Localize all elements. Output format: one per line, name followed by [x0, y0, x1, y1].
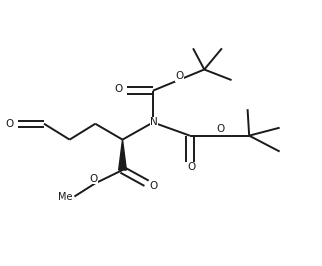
Text: Me: Me [58, 192, 72, 202]
Text: O: O [175, 71, 184, 81]
Text: O: O [90, 173, 98, 184]
Text: O: O [5, 119, 14, 129]
Polygon shape [119, 140, 126, 170]
Text: O: O [114, 84, 122, 94]
Text: O: O [149, 181, 158, 191]
Text: O: O [216, 124, 224, 134]
Text: O: O [187, 163, 195, 172]
Text: N: N [150, 117, 158, 127]
